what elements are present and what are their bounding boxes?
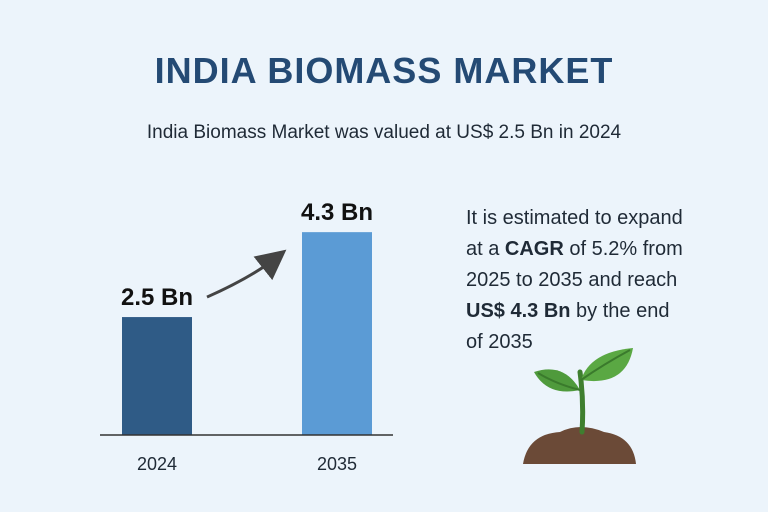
x-tick-label-2024: 2024: [137, 454, 177, 474]
data-label-2035: 4.3 Bn: [301, 199, 373, 226]
subtitle: India Biomass Market was valued at US$ 2…: [146, 122, 622, 143]
market-description: It is estimated to expand at a CAGR of 5…: [466, 203, 746, 358]
description-line: at a CAGR of 5.2% from: [466, 238, 683, 260]
description-line: It is estimated to expand: [466, 207, 683, 229]
plant-icon: [523, 348, 636, 464]
cagr-label: CAGR: [504, 238, 564, 260]
description-line: US$ 4.3 Bn by the end: [466, 300, 670, 322]
bar-2024: [122, 317, 192, 435]
description-line: of 2035: [466, 331, 533, 353]
x-tick-label-2035: 2035: [317, 454, 357, 474]
bar-2035: [302, 232, 372, 435]
bar-chart: 2.5 Bn 2024 4.3 Bn 2035: [100, 199, 393, 474]
growth-arrow-icon: [206, 249, 287, 299]
page-title: INDIA BIOMASS MARKET: [154, 50, 614, 91]
description-line: 2025 to 2035 and reach: [466, 269, 678, 291]
forecast-value: US$ 4.3 Bn: [466, 300, 571, 322]
data-label-2024: 2.5 Bn: [121, 284, 193, 311]
